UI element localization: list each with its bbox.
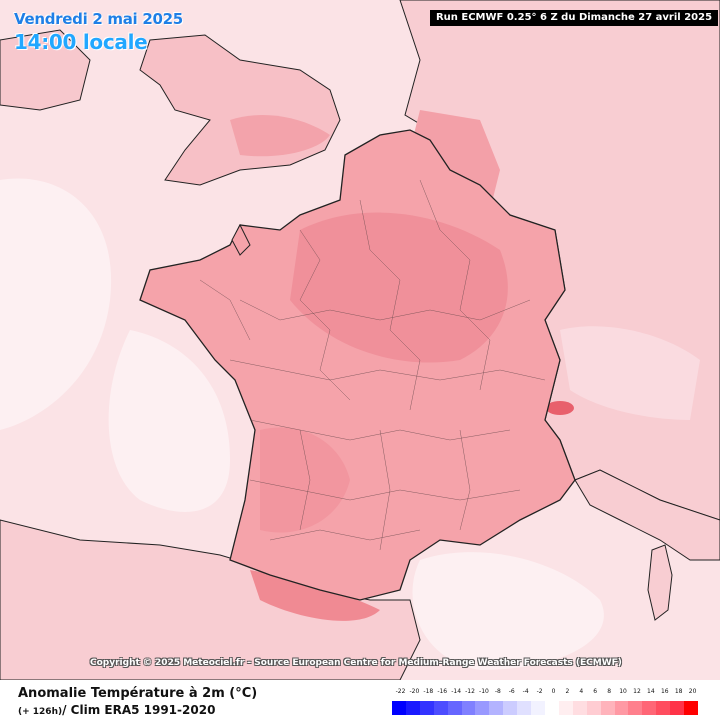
italy-coast bbox=[574, 469, 720, 561]
legend-tick-label: 8 bbox=[607, 688, 612, 695]
legend-swatch bbox=[489, 701, 504, 715]
climatology-label: / Clim ERA5 1991-2020 bbox=[62, 703, 216, 717]
england-warm-zone bbox=[230, 115, 330, 157]
northern-france-warm-zone bbox=[290, 212, 508, 363]
legend-swatch bbox=[433, 701, 448, 715]
legend-bar bbox=[392, 701, 699, 715]
legend-tick-label: -12 bbox=[465, 688, 475, 695]
legend-tick-label: -16 bbox=[437, 688, 448, 695]
legend-swatch bbox=[670, 701, 685, 715]
legend-swatch bbox=[392, 701, 406, 715]
legend-swatch bbox=[558, 701, 573, 715]
legend-swatch bbox=[531, 701, 546, 715]
legend-tick-label: 16 bbox=[660, 688, 669, 695]
legend-tick-label: -22 bbox=[395, 688, 406, 695]
lead-time: (+ 126h) bbox=[18, 707, 63, 717]
legend-tick-label: 20 bbox=[688, 688, 697, 695]
model-run-banner: Run ECMWF 0.25° 6 Z du Dimanche 27 avril… bbox=[430, 10, 718, 26]
legend-swatch bbox=[600, 701, 615, 715]
legend-tick-label: 2 bbox=[565, 688, 570, 695]
copyright-notice: Copyright © 2025 Meteociel.fr - Source E… bbox=[90, 658, 622, 668]
legend-swatch bbox=[628, 701, 643, 715]
legend-swatch bbox=[461, 701, 476, 715]
legend-swatch bbox=[684, 701, 699, 715]
legend-tick-label: -8 bbox=[494, 688, 501, 695]
legend-swatch bbox=[642, 701, 657, 715]
legend-swatch bbox=[475, 701, 490, 715]
alpine-hotspot bbox=[546, 401, 574, 415]
map-canvas bbox=[0, 0, 720, 680]
footer: Anomalie Température à 2m (°C) (+ 126h)/… bbox=[0, 680, 720, 720]
legend-tick-label: 18 bbox=[674, 688, 683, 695]
legend-swatch bbox=[545, 701, 559, 715]
legend-swatch bbox=[447, 701, 462, 715]
department-borders bbox=[199, 179, 546, 551]
legend-swatch bbox=[405, 701, 420, 715]
legend-tick-label: -6 bbox=[508, 688, 515, 695]
southwest-warm-zone bbox=[260, 427, 350, 533]
forecast-date: Vendredi 2 mai 2025 bbox=[14, 10, 183, 28]
legend-tick-label: -4 bbox=[522, 688, 529, 695]
legend-tick-label: -18 bbox=[423, 688, 434, 695]
forecast-time: 14:00 locale bbox=[14, 30, 148, 54]
legend-tick-label: 14 bbox=[647, 688, 655, 695]
legend-tick-label: -14 bbox=[451, 688, 462, 695]
mediterranean-cool-zone bbox=[412, 552, 604, 670]
legend-tick-label: 6 bbox=[593, 688, 598, 695]
legend-tick-label: -10 bbox=[479, 688, 489, 695]
legend-swatch bbox=[517, 701, 532, 715]
legend-ticks: -22 -20 -18 -16 -14 -12 -10 -8 -6 -4 -2 0 2 4 6 8 10 12 14… bbox=[392, 688, 698, 698]
biscay-cool-zone bbox=[108, 330, 230, 512]
legend-tick-label: 0 bbox=[551, 688, 556, 695]
temperature-anomaly-map: Vendredi 2 mai 2025 14:00 locale Run ECM… bbox=[0, 0, 720, 680]
legend-swatch bbox=[656, 701, 671, 715]
legend-swatch bbox=[503, 701, 518, 715]
legend-tick-label: -20 bbox=[409, 688, 420, 695]
map-subtitle: (+ 126h)/ Clim ERA5 1991-2020 bbox=[18, 703, 215, 717]
legend-tick-label: -2 bbox=[536, 688, 543, 695]
legend-tick-label: 4 bbox=[579, 688, 584, 695]
corsica bbox=[647, 544, 673, 621]
color-scale-legend: -22 -20 -18 -16 -14 -12 -10 -8 -6 -4 -2 0 2 4 6 8 10 12 14… bbox=[392, 688, 699, 716]
legend-swatch bbox=[572, 701, 587, 715]
atlantic-cool-zone bbox=[0, 178, 112, 430]
legend-swatch bbox=[614, 701, 629, 715]
legend-tick-label: 10 bbox=[619, 688, 627, 695]
ireland bbox=[0, 29, 91, 111]
legend-swatch bbox=[419, 701, 434, 715]
alps-cool-zone bbox=[560, 326, 700, 420]
legend-tick-label: 12 bbox=[633, 688, 641, 695]
legend-swatch bbox=[586, 701, 601, 715]
pyrenees-warm-zone bbox=[250, 570, 380, 621]
cotentin bbox=[231, 223, 251, 256]
map-title: Anomalie Température à 2m (°C) bbox=[18, 686, 258, 701]
